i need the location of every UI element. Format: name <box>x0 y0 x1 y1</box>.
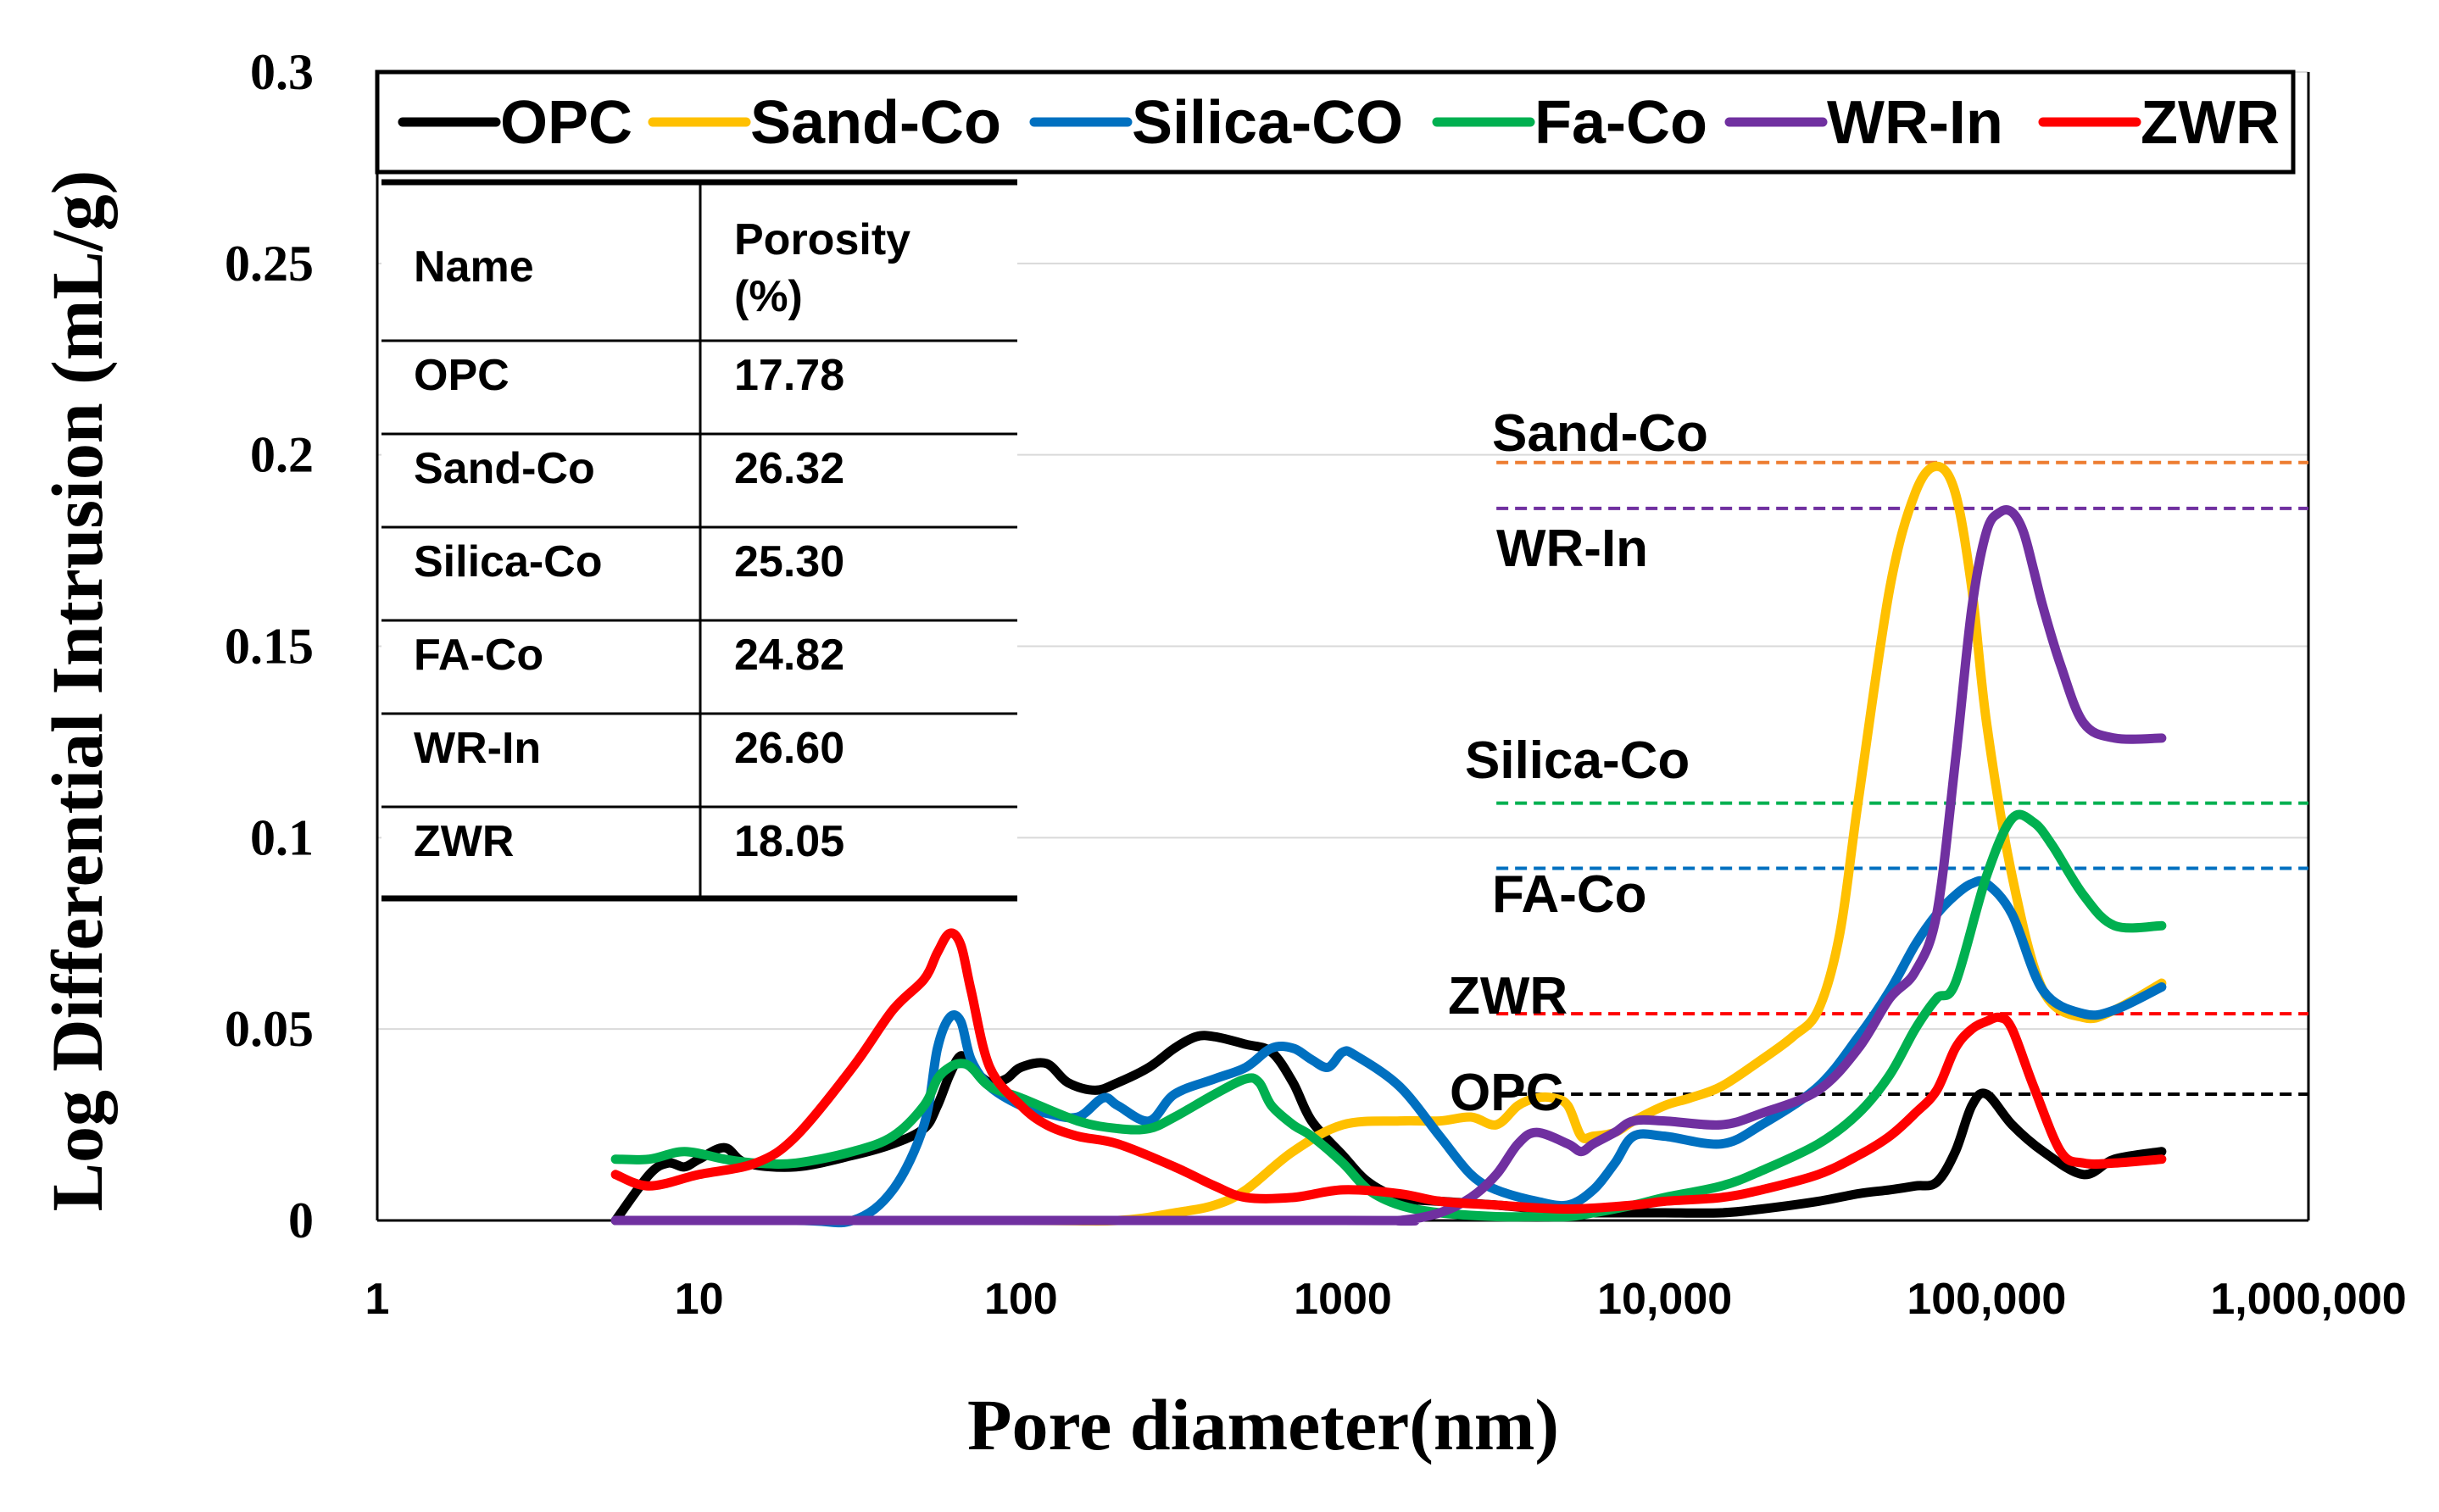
porosity-table: Name Porosity (%) OPC 17.78 Sand-Co 26.32 Silic… <box>381 179 1017 902</box>
y-axis-title: Log Differential Intrusion (mL/g) <box>36 170 118 1212</box>
reference-label-zwr: ZWR <box>1448 967 1568 1026</box>
table-cell-name: OPC <box>414 351 510 400</box>
reference-labels: Sand-Co WR-In Silica-Co FA-Co ZWR OPC <box>1448 404 1708 1122</box>
reference-label-fa-co: FA-Co <box>1492 865 1647 924</box>
y-tick-label: 0 <box>288 1192 314 1248</box>
x-tick-label: 1,000,000 <box>2210 1275 2406 1324</box>
y-axis-ticks: 0 0.05 0.1 0.15 0.2 0.25 0.3 <box>225 44 314 1248</box>
x-tick-label: 100,000 <box>1907 1275 2066 1324</box>
table-cell-name: ZWR <box>414 817 514 866</box>
table-cell-porosity: 26.60 <box>734 724 844 773</box>
table-cell-name: WR-In <box>414 724 541 773</box>
table-cell-porosity: 26.32 <box>734 444 844 493</box>
table-cell-name: Sand-Co <box>414 444 595 493</box>
table-cell-porosity: 25.30 <box>734 537 844 586</box>
reference-label-wr-in: WR-In <box>1496 520 1648 578</box>
y-tick-label: 0.05 <box>225 1001 314 1057</box>
y-tick-label: 0.15 <box>225 619 314 675</box>
table-header-name: Name <box>414 242 534 292</box>
legend-label-zwr: ZWR <box>2141 89 2280 157</box>
reference-label-opc: OPC <box>1450 1064 1563 1122</box>
series-lines <box>610 461 2167 1228</box>
series-line-zwr <box>610 928 2167 1214</box>
table-cell-porosity: 18.05 <box>734 817 844 866</box>
reference-lines <box>1496 460 2308 1096</box>
x-tick-label: 100 <box>984 1275 1058 1324</box>
table-cell-porosity: 24.82 <box>734 631 844 680</box>
legend: OPC Sand-Co Silica-CO Fa-Co WR-In ZWR <box>375 69 2296 175</box>
x-tick-label: 1000 <box>1294 1275 1392 1324</box>
legend-label-fa-co: Fa-Co <box>1534 89 1707 157</box>
legend-label-silica-co: Silica-CO <box>1132 89 1403 157</box>
table-header-porosity: Porosity <box>734 215 910 264</box>
y-tick-label: 0.2 <box>250 427 314 483</box>
table-cell-porosity: 17.78 <box>734 351 844 400</box>
x-axis-ticks: 1 10 100 1000 10,000 100,000 1,000,000 <box>365 1275 2407 1324</box>
x-axis-title: Pore diameter(nm) <box>967 1384 1559 1465</box>
y-tick-label: 0.3 <box>250 44 314 100</box>
legend-label-opc: OPC <box>500 89 632 157</box>
table-header-unit: (%) <box>734 272 803 321</box>
y-tick-label: 0.25 <box>225 236 314 292</box>
legend-label-sand-co: Sand-Co <box>750 89 1001 157</box>
y-tick-label: 0.1 <box>250 809 314 865</box>
legend-label-wr-in: WR-In <box>1827 89 2003 157</box>
series-line-fa-co <box>610 809 2167 1222</box>
series-line-wr-in <box>610 505 2167 1226</box>
x-tick-label: 1 <box>365 1275 390 1324</box>
x-tick-label: 10 <box>675 1275 724 1324</box>
x-tick-label: 10,000 <box>1597 1275 1732 1324</box>
reference-label-silica-co: Silica-Co <box>1465 731 1690 790</box>
table-cell-name: FA-Co <box>414 631 543 680</box>
reference-label-sand-co: Sand-Co <box>1492 404 1708 463</box>
table-cell-name: Silica-Co <box>414 537 603 586</box>
